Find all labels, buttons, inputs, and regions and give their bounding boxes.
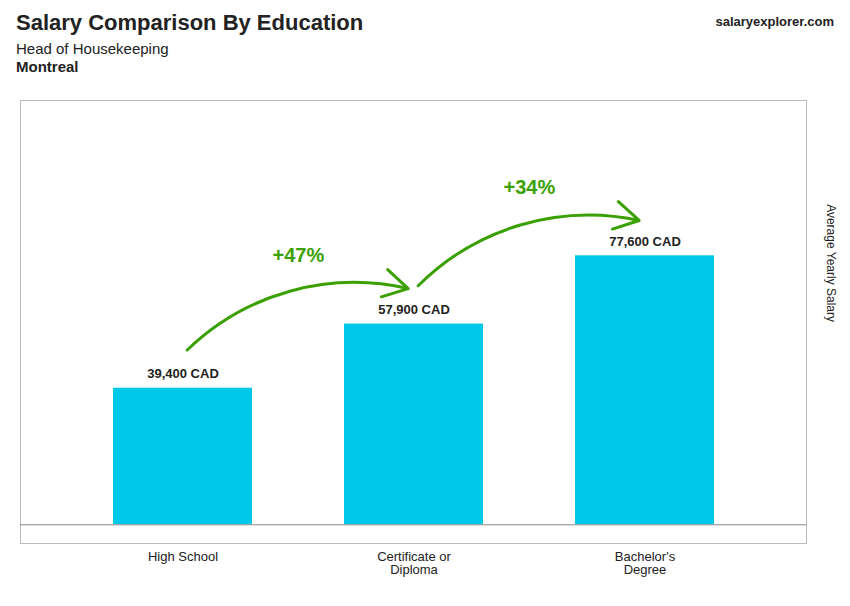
- svg-text:Certificate orDiploma: Certificate orDiploma: [377, 549, 451, 577]
- html-text:salary explorer.com: salary explorer.com: [715, 14, 834, 29]
- svg-text:77,600 CAD: 77,600 CAD: [609, 234, 681, 249]
- svg-text:High School: High School: [148, 549, 218, 564]
- svg-text:39,400 CAD: 39,400 CAD: [147, 367, 219, 382]
- html-text:Salary Comparison By Education: Salary Comparison By Education: [16, 10, 364, 35]
- svg-text:+34%: +34%: [504, 176, 556, 198]
- svg-text:Bachelor'sDegree: Bachelor'sDegree: [615, 549, 676, 577]
- html-text:Head of Housekeeping: Head of Housekeeping: [16, 40, 169, 58]
- svg-text:+47%: +47%: [273, 244, 325, 266]
- html-text:Montreal: Montreal: [16, 58, 79, 76]
- svg-text:Average Yearly Salary: Average Yearly Salary: [824, 205, 838, 323]
- svg-text:57,900 CAD: 57,900 CAD: [378, 302, 450, 317]
